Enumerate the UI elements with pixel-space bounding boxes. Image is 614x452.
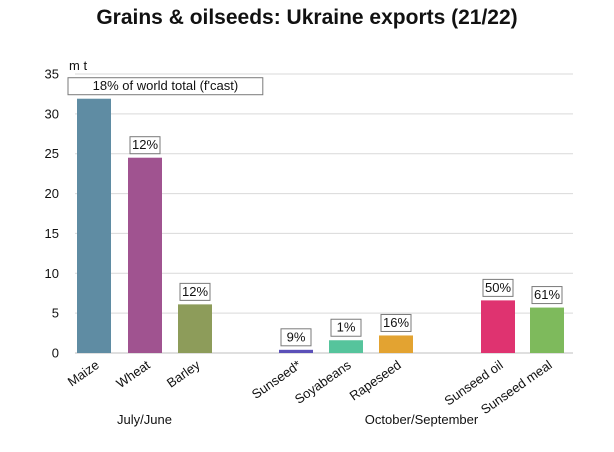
data-label: 61%: [531, 286, 563, 305]
data-label: 50%: [482, 278, 514, 297]
bar: [530, 307, 564, 353]
data-label: 18% of world total (f'cast): [67, 77, 264, 96]
group-labels: July/June October/September: [117, 412, 479, 427]
category-labels: Maize Wheat Barley Sunseed*SoyabeansRapesee…: [65, 357, 555, 417]
y-tick-label: 5: [52, 306, 59, 321]
category-label: Soyabeans: [292, 357, 354, 407]
y-tick-label: 0: [52, 346, 59, 361]
y-axis-unit: m t: [69, 58, 87, 73]
category-label: Maize: [65, 357, 102, 389]
category-label: Barley: [164, 357, 203, 391]
data-label-text: 50%: [485, 280, 511, 295]
data-label-text: 16%: [383, 315, 409, 330]
data-label-box: [129, 136, 161, 155]
chart-title: Grains & oilseeds: Ukraine exports (21/2…: [96, 6, 517, 29]
data-label: 1%: [330, 318, 362, 337]
bar: [379, 335, 413, 353]
bar: [329, 340, 363, 353]
y-axis-ticks: 0 5 10 15 20 25 30 35: [45, 67, 59, 361]
bar: [481, 300, 515, 353]
data-label: 9%: [280, 328, 312, 347]
y-tick-label: 20: [45, 186, 59, 201]
data-label-text: 12%: [182, 284, 208, 299]
category-label: Wheat: [113, 357, 153, 391]
y-tick-label: 30: [45, 106, 59, 121]
data-label-box: [330, 318, 362, 337]
group-label: October/September: [365, 412, 479, 427]
y-tick-label: 35: [45, 67, 59, 82]
bars: [77, 98, 564, 353]
data-label: 12%: [129, 136, 161, 155]
bar: [128, 157, 162, 353]
data-label-box: [482, 278, 514, 297]
data-label-box: [380, 313, 412, 332]
data-label-box: [280, 328, 312, 347]
data-labels: 18% of world total (f'cast) 12% 12% 9% 1% 16%…: [67, 77, 563, 347]
data-label-text: 1%: [337, 320, 356, 335]
data-label-box: [179, 282, 211, 301]
bar: [77, 98, 111, 353]
data-label-text: 18% of world total (f'cast): [93, 78, 239, 93]
data-label-box: [531, 286, 563, 305]
y-tick-label: 25: [45, 146, 59, 161]
category-label: Rapeseed: [347, 357, 404, 403]
y-tick-label: 15: [45, 226, 59, 241]
data-label: 12%: [179, 282, 211, 301]
bar: [178, 304, 212, 353]
data-label-text: 12%: [132, 137, 158, 152]
data-label-box: [67, 77, 264, 96]
data-label: 16%: [380, 313, 412, 332]
data-label-text: 9%: [287, 329, 306, 344]
y-tick-label: 10: [45, 266, 59, 281]
bar: [279, 349, 313, 353]
data-label-text: 61%: [534, 287, 560, 302]
group-label: July/June: [117, 412, 172, 427]
